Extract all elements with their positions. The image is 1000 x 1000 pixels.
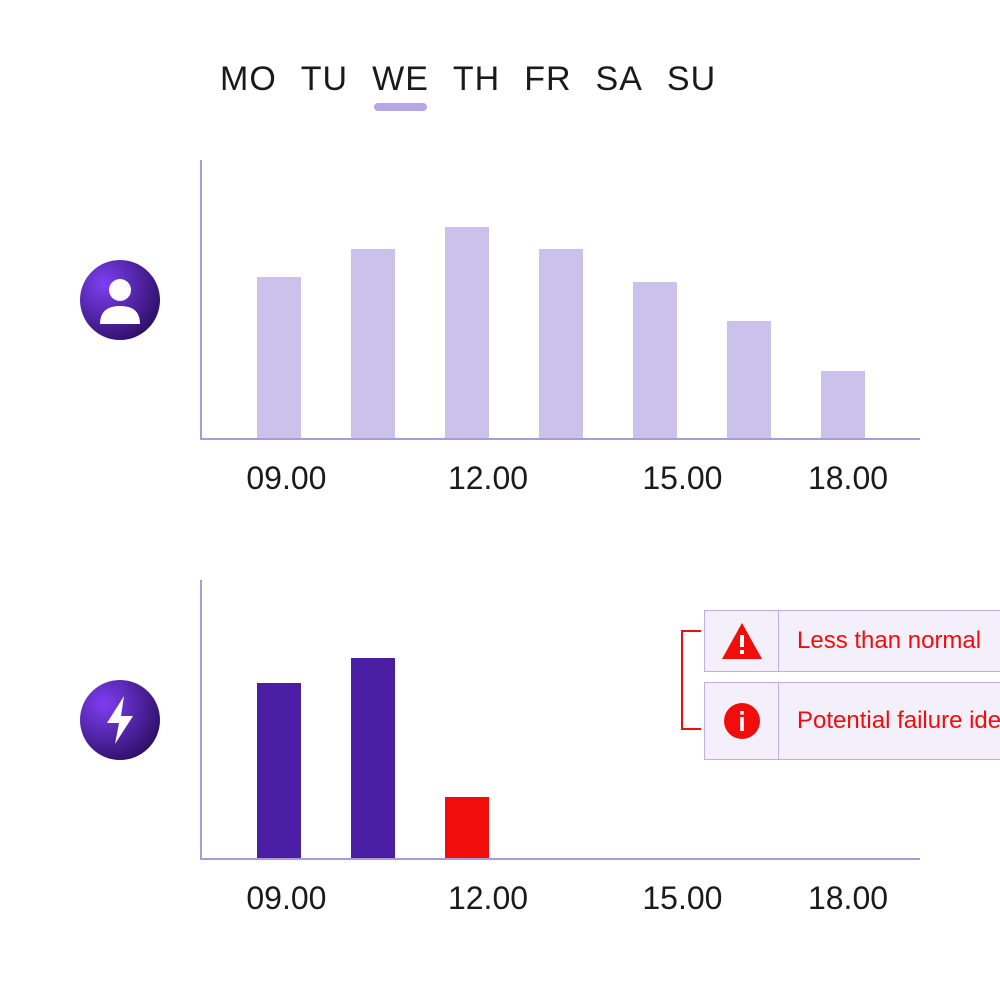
bolt-icon — [80, 680, 160, 760]
users-x-axis: 09.00 12.00 15.00 18.00 — [200, 460, 920, 500]
alert-item: Less than normal — [704, 610, 1000, 672]
info-circle-icon — [705, 683, 779, 759]
activity-chart: Less than normal Potential failure ident… — [80, 580, 940, 930]
x-tick: 09.00 — [246, 880, 326, 917]
day-tab-th[interactable]: TH — [453, 60, 500, 109]
alert-bracket — [681, 630, 701, 730]
day-tab-we[interactable]: WE — [372, 60, 429, 109]
users-bar — [257, 277, 301, 438]
activity-x-axis: 09.00 12.00 15.00 18.00 — [200, 880, 920, 920]
activity-bar — [257, 683, 301, 858]
x-tick: 12.00 — [448, 460, 528, 497]
alert-list: Less than normal Potential failure ident… — [704, 610, 1000, 760]
x-tick: 15.00 — [642, 460, 722, 497]
day-tab-sa[interactable]: SA — [596, 60, 643, 109]
alert-text: Less than normal — [779, 611, 1000, 671]
x-tick: 15.00 — [642, 880, 722, 917]
users-bar — [633, 282, 677, 438]
x-tick: 18.00 — [808, 460, 888, 497]
warning-triangle-icon — [705, 611, 779, 671]
day-tab-fr[interactable]: FR — [524, 60, 571, 109]
day-tab-tu[interactable]: TU — [301, 60, 348, 109]
day-tab-mo[interactable]: MO — [220, 60, 277, 109]
activity-bar — [351, 658, 395, 858]
users-bar — [539, 249, 583, 438]
alert-text: Potential failure identified — [779, 683, 1000, 759]
x-tick: 09.00 — [246, 460, 326, 497]
person-icon — [80, 260, 160, 340]
activity-bar — [445, 797, 489, 858]
day-tab-su[interactable]: SU — [667, 60, 716, 109]
users-bar — [351, 249, 395, 438]
day-tabs: MO TU WE TH FR SA SU — [220, 60, 716, 109]
activity-plot-area: Less than normal Potential failure ident… — [200, 580, 920, 860]
users-chart: 09.00 12.00 15.00 18.00 — [80, 160, 940, 510]
x-tick: 12.00 — [448, 880, 528, 917]
alert-item: Potential failure identified — [704, 682, 1000, 760]
users-bar — [727, 321, 771, 438]
users-bar — [445, 227, 489, 438]
users-bar — [821, 371, 865, 438]
users-plot-area — [200, 160, 920, 440]
x-tick: 18.00 — [808, 880, 888, 917]
